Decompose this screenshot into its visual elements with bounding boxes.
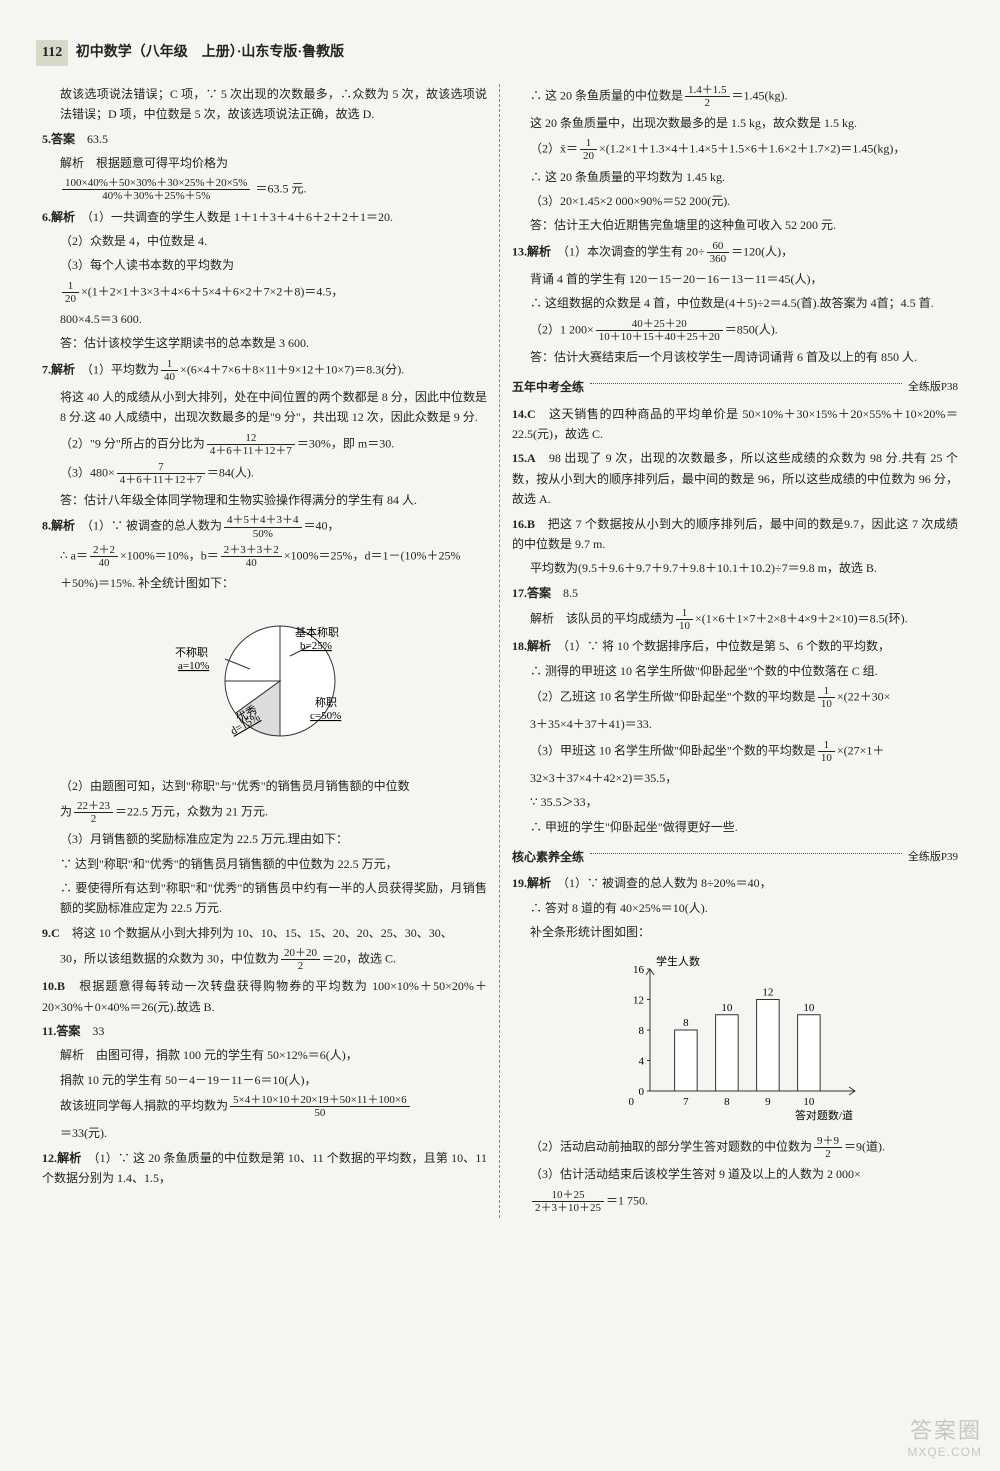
svg-text:8: 8 [683,1017,689,1029]
q7: 7.解析 （1）平均数为140×(6×4＋7×6＋8×11＋9×12＋10×7)… [42,358,487,383]
left-column: 故该选项说法错误；C 项，∵ 5 次出现的次数最多，∴众数为 5 次，故该选项说… [30,84,500,1218]
line: （3）每个人读书本数的平均数为 [42,255,487,275]
label: 5.答案 [42,132,75,146]
line: 3＋35×4＋37＋41)＝33. [512,714,958,734]
q8-2: ∴ a＝2＋240×100%＝10%，b＝2＋3＋3＋240×100%＝25%，… [42,544,487,569]
q13: 13.解析 （1）本次调查的学生有 20÷60360＝120(人)， [512,240,958,265]
line: 答：估计该校学生这学期读书的总本数是 3 600. [42,333,487,353]
q8-4b: 为22＋232＝22.5 万元，众数为 21 万元. [42,800,487,825]
q5-explain: 解析 根据题意可得平均价格为 [42,153,487,173]
q19-6: 10＋252＋3＋10＋25＝1 750. [512,1189,958,1214]
q17: 17.答案 8.5 [512,583,958,603]
r1: ∴ 这 20 条鱼质量的中位数是1.4＋1.52＝1.45(kg). [512,84,958,109]
line: 补全条形统计图如图： [512,922,958,942]
line: 将这 40 人的成绩从小到大排列，处在中间位置的两个数都是 8 分，因此中位数是… [42,387,487,428]
line: 背诵 4 首的学生有 120－15－20－16－13－11＝45(人)， [512,269,958,289]
line: ∵ 35.5＞33， [512,792,958,812]
line: ＝33(元). [42,1123,487,1143]
line: 答：估计八年级全体同学物理和生物实验操作得满分的学生有 84 人. [42,490,487,510]
svg-text:9: 9 [765,1096,771,1108]
line: 800×4.5＝3 600. [42,309,487,329]
line: （2）众数是 4，中位数是 4. [42,231,487,251]
svg-text:不称职: 不称职 [175,645,208,659]
svg-text:10: 10 [721,1001,733,1013]
content-columns: 故该选项说法错误；C 项，∵ 5 次出现的次数最多，∴众数为 5 次，故该选项说… [30,84,970,1218]
svg-text:答对题数/道: 答对题数/道 [795,1108,853,1121]
line: ∴ 答对 8 道的有 40×25%＝10(人). [512,898,958,918]
svg-text:16: 16 [633,964,645,976]
svg-text:学生人数: 学生人数 [656,954,700,968]
q5-frac: 100×40%＋50×30%＋30×25%＋20×5%40%＋30%＋25%＋5… [42,177,487,202]
line: （3）20×1.45×2 000×90%＝52 200(元). [512,191,958,211]
q16: 16.B 把这 7 个数据按从小到大的顺序排列后，最中间的数是9.7，因此这 7… [512,514,958,555]
section-core: 核心素养全练 全练版P39 [512,847,958,867]
bar-chart: 0481216学生人数871081291010答对题数/道0 [512,951,958,1127]
svg-text:12: 12 [633,994,644,1006]
line: （3）月销售额的奖励标准应定为 22.5 万元.理由如下： [42,829,487,849]
line: 解析 由图可得，捐款 100 元的学生有 50×12%＝6(人)， [42,1045,487,1065]
q5: 5.答案 63.5 [42,129,487,149]
line: ∴ 要使得所有达到"称职"和"优秀"的销售员中约有一半的人员获得奖励，月销售额的… [42,878,487,919]
q9: 9.C 将这 10 个数据从小到大排列为 10、10、15、15、20、20、2… [42,923,487,943]
r3: （2）x̄＝120×(1.2×1＋1.3×4＋1.4×5＋1.5×6＋1.6×2… [512,137,958,162]
line: 平均数为(9.5＋9.6＋9.7＋9.7＋9.8＋10.1＋10.2)÷7＝9.… [512,558,958,578]
q17-jx: 解析 该队员的平均成绩为110×(1×6＋1×7＋2×8＋4×9＋2×10)＝8… [512,607,958,632]
line: ∴ 这 20 条鱼质量的平均数为 1.45 kg. [512,167,958,187]
q18-5: （3）甲班这 10 名学生所做"仰卧起坐"个数的平均数是110×(27×1＋ [512,739,958,764]
q19-4: （2）活动启动前抽取的部分学生答对题数的中位数为9＋92＝9(道). [512,1135,958,1160]
line: ∵ 达到"称职"和"优秀"的销售员月销售额的中位数为 22.5 万元， [42,854,487,874]
svg-text:0: 0 [629,1096,635,1108]
line: 答：估计王大伯近期售完鱼塘里的这种鱼可收入 52 200 元. [512,215,958,235]
pie-chart: 基本称职 b=25% 不称职 a=10% 称职 c=50% 优秀 d=15% [42,601,487,767]
svg-text:c=50%: c=50% [310,710,341,722]
page-header: 112 初中数学（八年级 上册）·山东专版·鲁教版 [30,40,970,66]
q6-frac: 120×(1＋2×1＋3×3＋4×6＋5×4＋6×2＋7×2＋8)＝4.5， [42,280,487,305]
watermark: 答案圈 MXQE.COM [907,1418,982,1459]
q15: 15.A 98 出现了 9 次，出现的次数最多，所以这些成绩的众数为 98 分.… [512,448,958,509]
svg-text:b=25%: b=25% [300,640,332,652]
q11: 11.答案 33 [42,1021,487,1041]
svg-text:4: 4 [639,1055,645,1067]
q11-3: 故该班同学每人捐款的平均数为5×4＋10×10＋20×19＋50×11＋100×… [42,1094,487,1119]
q10: 10.B 根据题意得每转动一次转盘获得购物券的平均数为 100×10%＋50×2… [42,976,487,1017]
svg-text:7: 7 [683,1096,689,1108]
line: ∴ 这组数据的众数是 4 首，中位数是(4＋5)÷2＝4.5(首).故答案为 4… [512,293,958,313]
svg-text:8: 8 [639,1025,645,1037]
q18-3: （2）乙班这 10 名学生所做"仰卧起坐"个数的平均数是110×(22＋30× [512,685,958,710]
svg-text:10: 10 [803,1096,815,1108]
svg-text:称职: 称职 [315,695,337,709]
q18: 18.解析 （1）∵ 将 10 个数据排序后，中位数是第 5、6 个数的平均数， [512,636,958,656]
svg-text:12: 12 [762,986,773,998]
line: （3）估计活动结束后该校学生答对 9 道及以上的人数为 2 000× [512,1164,958,1184]
svg-text:a=10%: a=10% [178,660,209,672]
q19: 19.解析 （1）∵ 被调查的总人数为 8÷20%＝40， [512,873,958,893]
svg-text:10: 10 [803,1001,815,1013]
q7-4: （3）480×74＋6＋11＋12＋7＝84(人). [42,461,487,486]
svg-text:8: 8 [724,1096,730,1108]
svg-text:0: 0 [639,1086,645,1098]
line: ∴ 甲班的学生"仰卧起坐"做得更好一些. [512,817,958,837]
line: 答：估计大赛结束后一个月该校学生一周诗词诵背 6 首及以上的有 850 人. [512,347,958,367]
page-number: 112 [36,40,68,66]
answer: 63.5 [87,132,108,146]
line: （2）由题图可知，达到"称职"与"优秀"的销售员月销售额的中位数 [42,776,487,796]
q12: 12.解析 （1）∵ 这 20 条鱼质量的中位数是第 10、11 个数据的平均数… [42,1148,487,1189]
right-column: ∴ 这 20 条鱼质量的中位数是1.4＋1.52＝1.45(kg). 这 20 … [500,84,970,1218]
line: ＋50%)＝15%. 补全统计图如下： [42,573,487,593]
q9-2: 30，所以该组数据的众数为 30，中位数为20＋202＝20，故选 C. [42,947,487,972]
line: 这 20 条鱼质量中，出现次数最多的是 1.5 kg，故众数是 1.5 kg. [512,113,958,133]
paragraph: 故该选项说法错误；C 项，∵ 5 次出现的次数最多，∴众数为 5 次，故该选项说… [42,84,487,125]
line: 32×3＋37×4＋42×2)＝35.5， [512,768,958,788]
page-title: 初中数学（八年级 上册）·山东专版·鲁教版 [76,45,344,60]
section-5year: 五年中考全练 全练版P38 [512,377,958,397]
q6: 6.解析 （1）一共调查的学生人数是 1＋1＋3＋4＋6＋2＋2＋1＝20. [42,207,487,227]
q7-3: （2）"9 分"所占的百分比为124＋6＋11＋12＋7＝30%，即 m＝30. [42,432,487,457]
line: 捐款 10 元的学生有 50－4－19－11－6＝10(人)， [42,1070,487,1090]
svg-text:基本称职: 基本称职 [295,625,339,639]
q8: 8.解析 （1）∵ 被调查的总人数为4＋5＋4＋3＋450%＝40， [42,514,487,539]
q13-4: （2）1 200×40＋25＋2010＋10＋15＋40＋25＋20＝850(人… [512,318,958,343]
q14: 14.C 这天销售的四种商品的平均单价是 50×10%＋30×15%＋20×55… [512,404,958,445]
line: ∴ 测得的甲班这 10 名学生所做"仰卧起坐"个数的中位数落在 C 组. [512,661,958,681]
